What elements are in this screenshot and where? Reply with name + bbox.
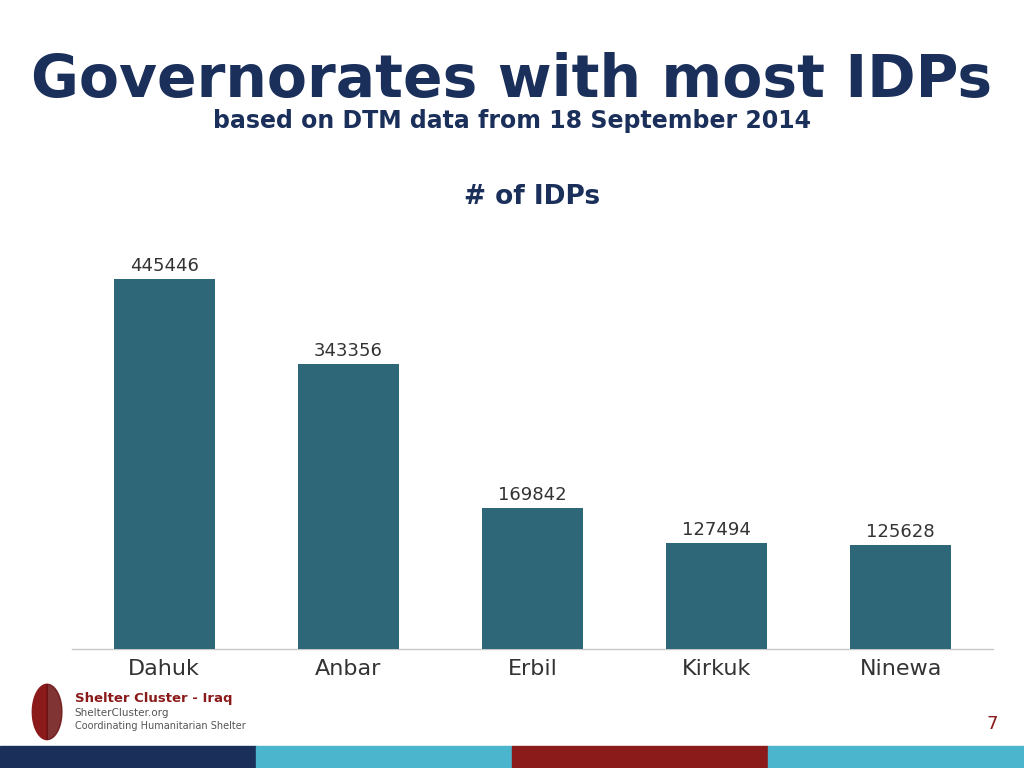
Text: Shelter Cluster - Iraq: Shelter Cluster - Iraq bbox=[75, 693, 232, 705]
Bar bbox=[768, 746, 1024, 768]
Text: 125628: 125628 bbox=[866, 522, 935, 541]
Text: ShelterCluster.org: ShelterCluster.org bbox=[75, 707, 169, 718]
Bar bbox=[256, 746, 512, 768]
Text: 169842: 169842 bbox=[498, 486, 567, 504]
Text: # of IDPs: # of IDPs bbox=[465, 184, 600, 210]
Bar bbox=[482, 508, 583, 649]
Bar bbox=[114, 280, 215, 649]
Text: 343356: 343356 bbox=[314, 342, 383, 360]
Bar bbox=[298, 364, 399, 649]
Bar bbox=[0, 746, 256, 768]
Bar bbox=[850, 545, 951, 649]
Polygon shape bbox=[47, 684, 61, 740]
Text: Governorates with most IDPs: Governorates with most IDPs bbox=[32, 52, 992, 109]
Text: 127494: 127494 bbox=[682, 521, 751, 539]
Text: 445446: 445446 bbox=[130, 257, 199, 276]
Bar bbox=[666, 543, 767, 649]
Bar bbox=[512, 746, 768, 768]
Text: 7: 7 bbox=[987, 715, 998, 733]
Text: based on DTM data from 18 September 2014: based on DTM data from 18 September 2014 bbox=[213, 108, 811, 133]
Polygon shape bbox=[33, 684, 47, 740]
Text: Coordinating Humanitarian Shelter: Coordinating Humanitarian Shelter bbox=[75, 720, 246, 731]
